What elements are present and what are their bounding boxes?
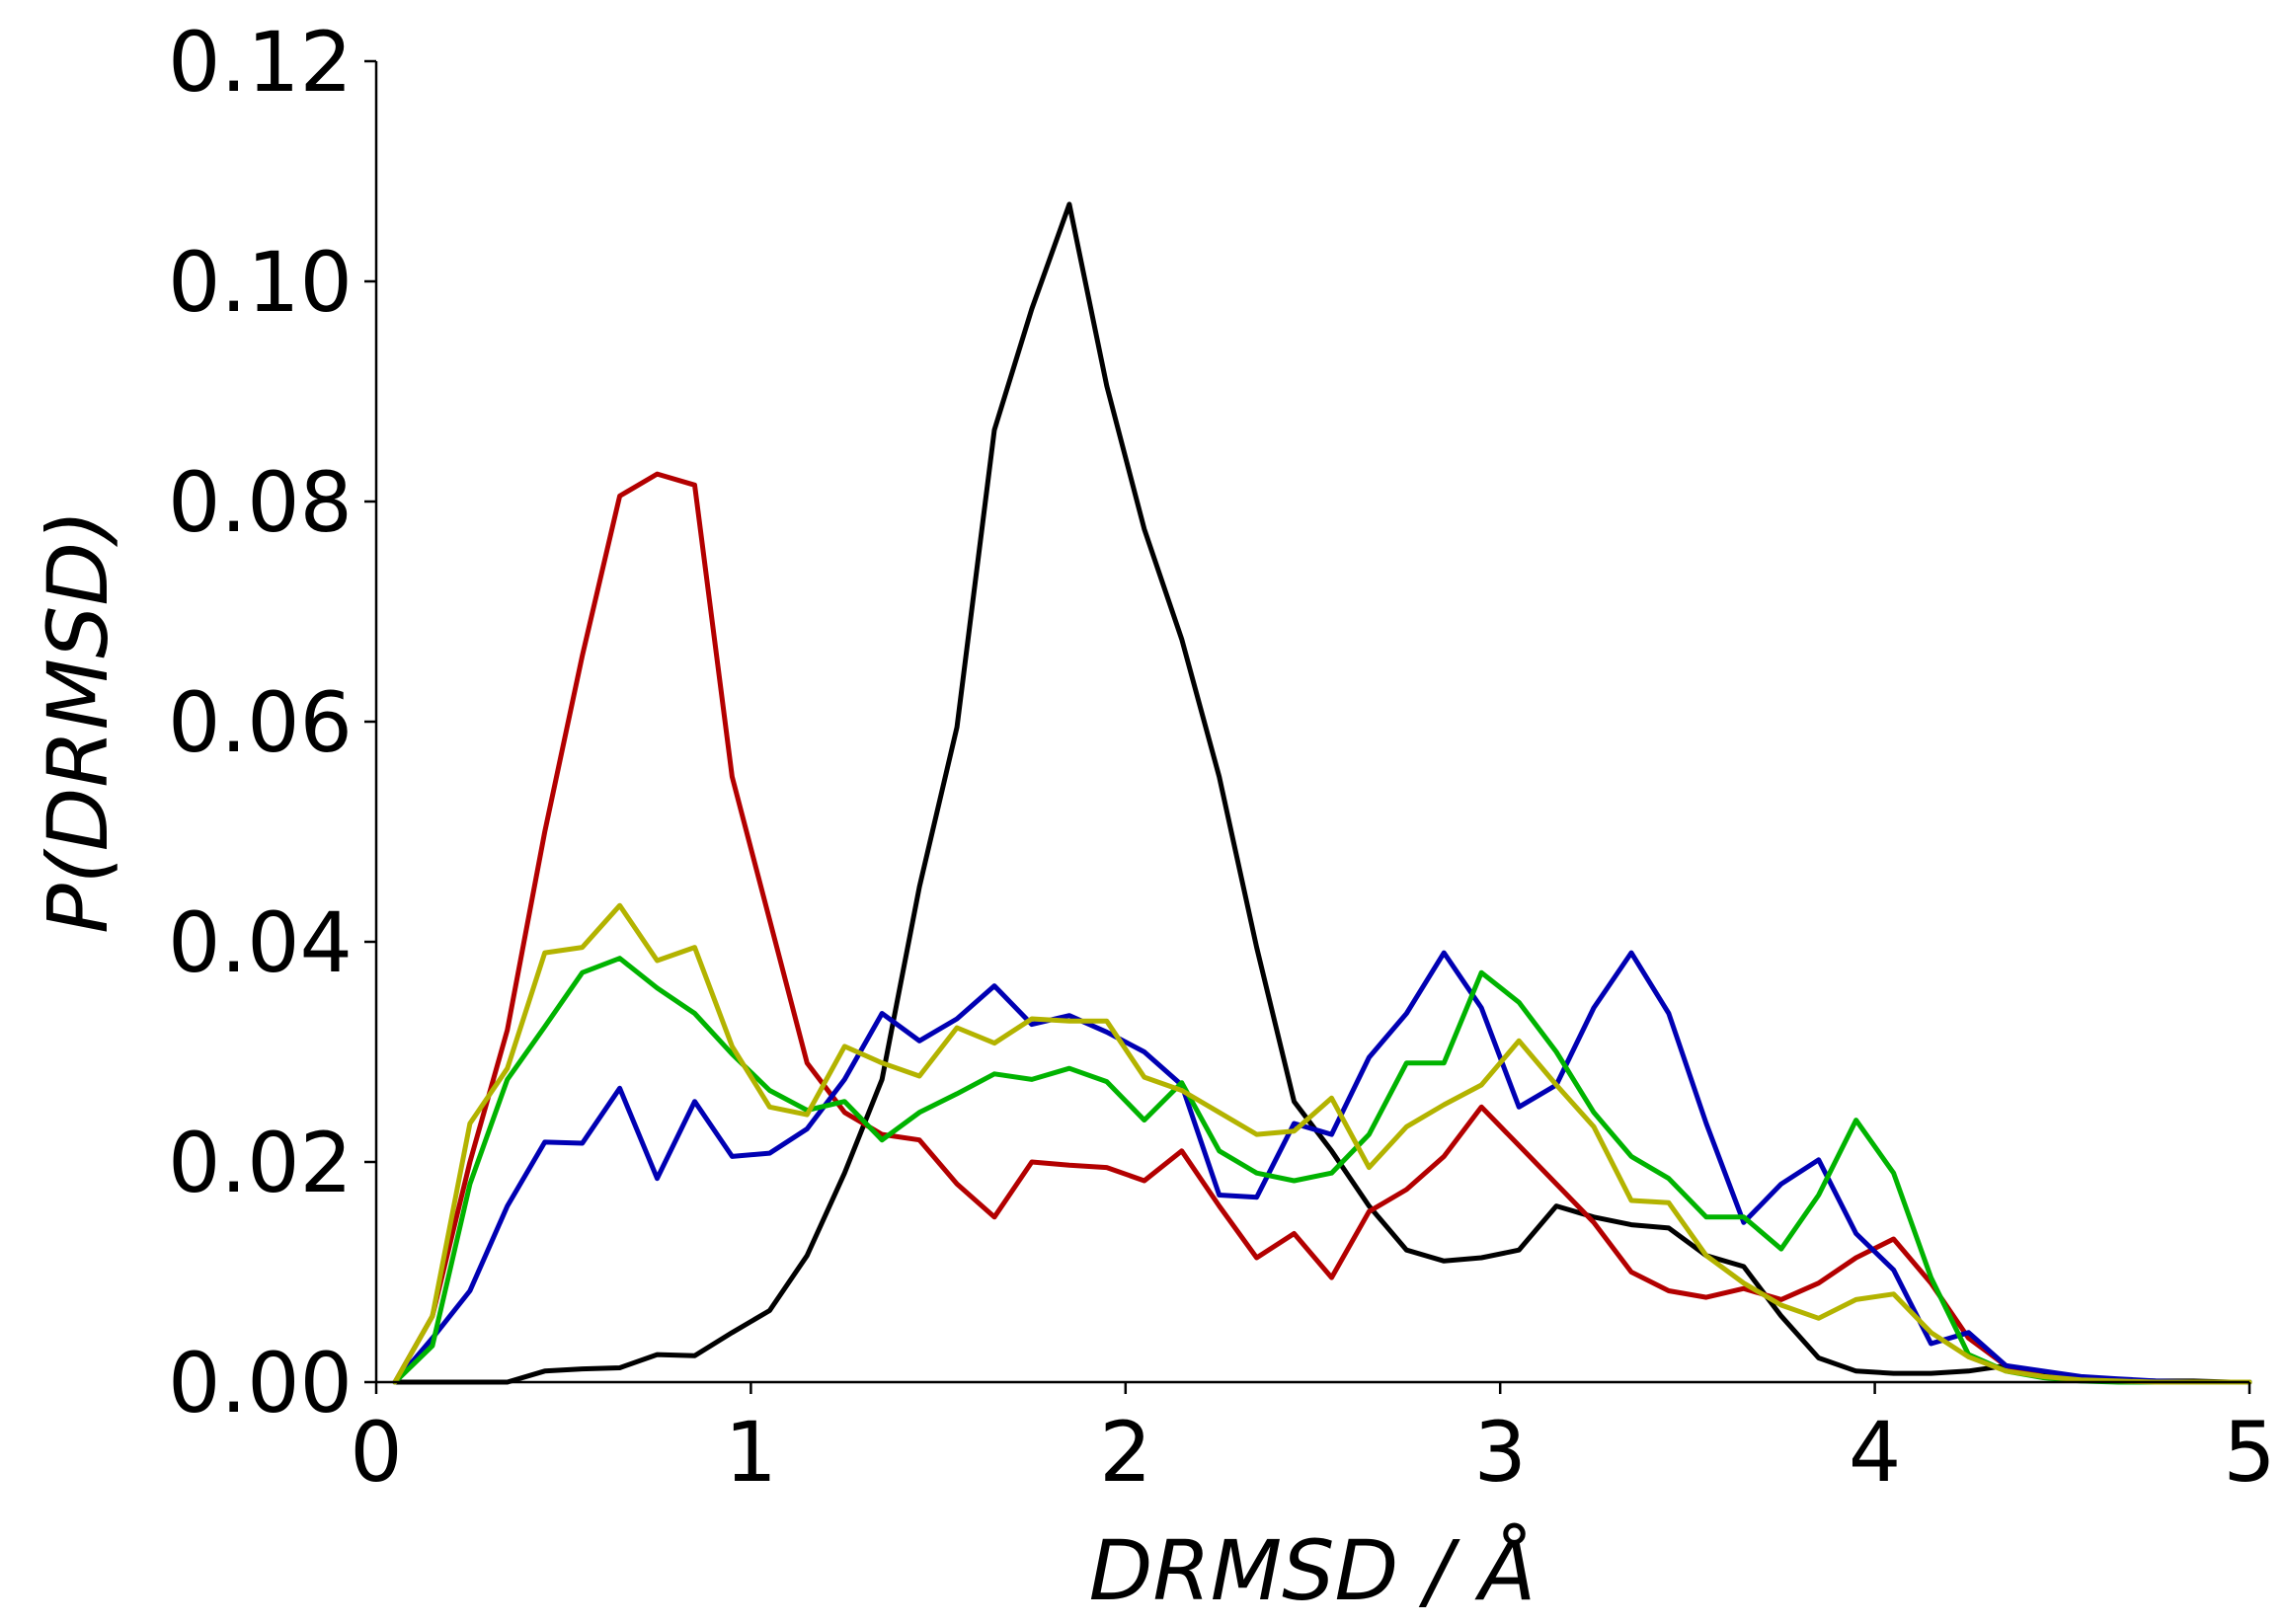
series-line-green [392, 956, 2252, 1385]
y-tick-label: 0.02 [168, 1115, 353, 1211]
series-line-black [392, 201, 2252, 1385]
y-tick-label: 0.12 [168, 14, 353, 111]
x-tick-label: 1 [725, 1404, 777, 1501]
y-axis-label: P(DRMSD) [30, 509, 126, 934]
x-tick-label: 0 [350, 1404, 402, 1501]
x-tick-label: 4 [1849, 1404, 1901, 1501]
x-axis-label: DRMSD / Å [1089, 1521, 1537, 1619]
y-tick-label: 0.10 [168, 234, 353, 331]
x-axis-ticks: 0 1 2 3 4 5 [350, 1382, 2276, 1501]
y-tick-label: 0.04 [168, 894, 353, 991]
y-tick-label: 0.00 [168, 1335, 353, 1431]
series-line-blue [392, 950, 2252, 1385]
x-tick-label: 2 [1099, 1404, 1151, 1501]
series-layer [392, 201, 2252, 1385]
series-line-red [392, 471, 2252, 1385]
x-tick-label: 5 [2223, 1404, 2275, 1501]
x-tick-label: 3 [1473, 1404, 1526, 1501]
y-tick-label: 0.08 [168, 454, 353, 551]
y-tick-label: 0.06 [168, 674, 353, 771]
series-line-yellow [392, 902, 2252, 1385]
y-axis-ticks: 0.00 0.02 0.04 0.06 0.08 0.10 0.12 [168, 14, 376, 1431]
